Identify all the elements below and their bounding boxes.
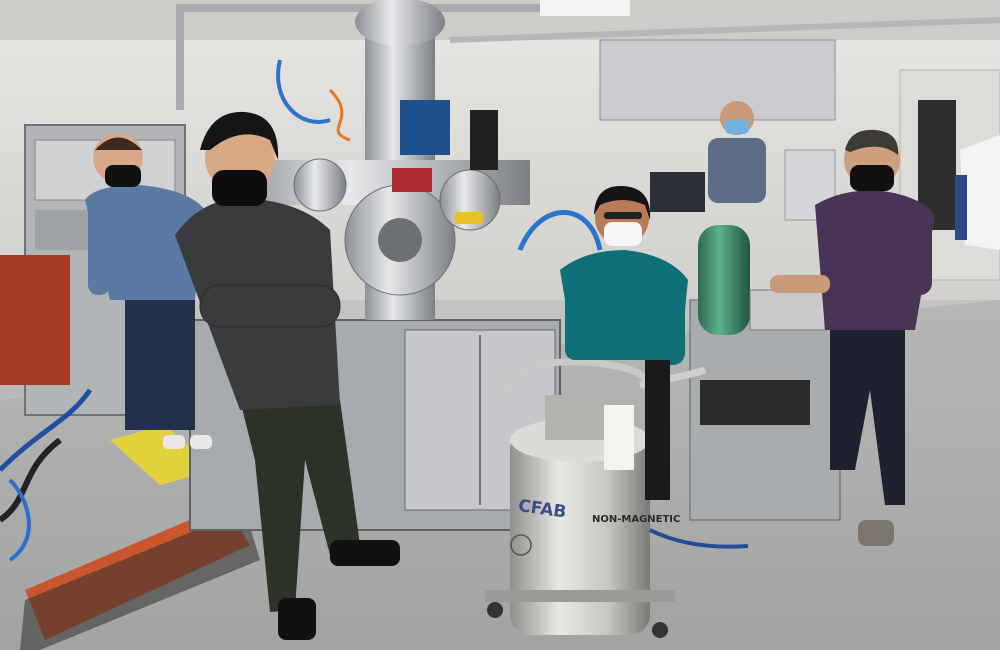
red-cabinet: [0, 255, 70, 385]
person-right-purple-shirt: [770, 129, 935, 546]
person-woman-teal-blouse: [560, 185, 688, 500]
floor-hose: [649, 528, 749, 549]
black-instrument: [470, 110, 498, 170]
dewar-cart: [485, 590, 675, 602]
dewar-warning-label: [604, 405, 634, 470]
ceiling-pipe-2: [449, 17, 1000, 43]
dewar-seal: [510, 534, 532, 556]
chamber-top-dome: [355, 0, 445, 46]
yellow-tag: [455, 212, 483, 224]
cable-bundle: [0, 388, 93, 472]
red-component: [392, 168, 432, 192]
yellow-floor-mat: [110, 425, 215, 485]
person-left-blue-shirt: [85, 133, 212, 449]
blue-tubing-2: [276, 59, 331, 124]
liquid-nitrogen-dewar: CFAB NON-MAGNETIC: [485, 358, 707, 638]
lab-coat: [960, 135, 1000, 250]
rack-shelf-device: [700, 380, 810, 425]
foil-wrapped-equipment: [599, 39, 836, 121]
cable-protector-base: [20, 510, 260, 650]
chamber-port: [378, 218, 422, 262]
monitor: [400, 100, 450, 155]
person-front-gray-shirt: [175, 111, 400, 640]
person-background-plaid-shirt: [708, 101, 766, 203]
laptop: [650, 172, 705, 212]
coat-blue: [955, 175, 967, 240]
green-gas-cylinder: [698, 225, 750, 335]
blue-tubing: [517, 210, 603, 251]
dewar-label-nonmagnetic: NON-MAGNETIC: [592, 514, 680, 525]
cable-bundle-3: [8, 478, 31, 562]
orange-cable: [328, 88, 351, 142]
ceiling-light: [540, 0, 630, 16]
power-supply: [749, 289, 826, 331]
cable-bundle-2: [0, 437, 62, 523]
chamber-flange-2: [293, 158, 347, 212]
